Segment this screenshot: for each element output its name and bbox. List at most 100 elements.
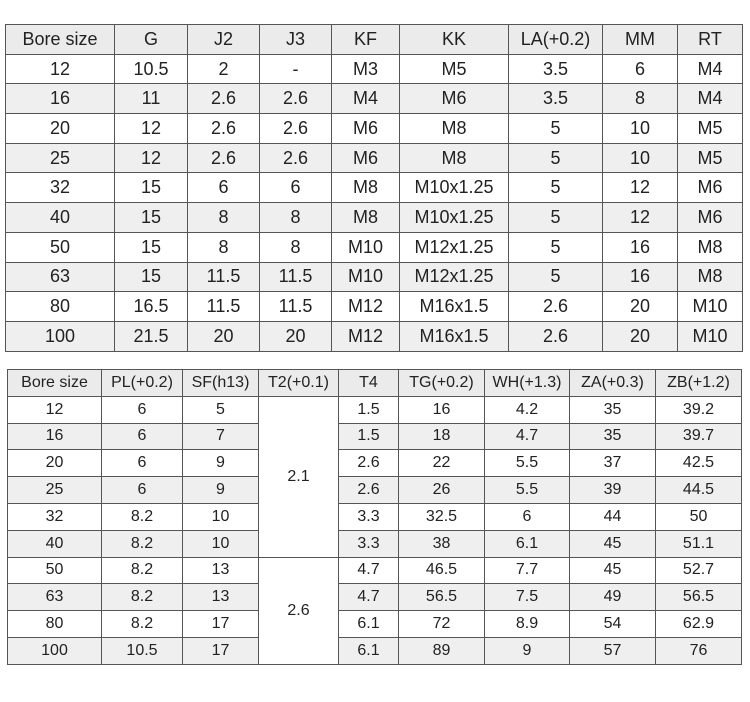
column-header: G bbox=[114, 24, 188, 55]
table-cell: 2.6 bbox=[338, 449, 399, 478]
table-cell: 2.6 bbox=[187, 113, 260, 144]
table-cell: 52.7 bbox=[655, 556, 742, 585]
table-cell: 8.2 bbox=[101, 529, 183, 558]
table-cell: M5 bbox=[399, 53, 509, 85]
table-cell: 44 bbox=[569, 502, 656, 531]
table-row: 25 6 9 2.6 26 5.5 39 44.5 bbox=[7, 476, 742, 504]
table-cell: M8 bbox=[677, 261, 743, 293]
table-cell: 4.2 bbox=[484, 395, 570, 424]
table-cell: 39.2 bbox=[655, 395, 742, 424]
table-cell: 20 bbox=[187, 320, 260, 352]
table-cell: 2.6 bbox=[187, 83, 260, 115]
table-cell: 6 bbox=[187, 172, 260, 204]
table-cell: 51.1 bbox=[655, 529, 742, 558]
column-header: TG(+0.2) bbox=[398, 369, 485, 397]
table-cell: 32 bbox=[5, 172, 115, 204]
table-cell: 35 bbox=[569, 395, 656, 424]
table-cell: - bbox=[259, 53, 332, 85]
table-cell: 6 bbox=[101, 422, 183, 451]
table-cell: M6 bbox=[677, 202, 743, 233]
table-cell: 49 bbox=[569, 583, 656, 612]
table-cell: 8 bbox=[259, 202, 332, 233]
table-cell: 2.6 bbox=[259, 142, 332, 174]
column-header: ZB(+1.2) bbox=[655, 369, 742, 397]
table-cell: 6 bbox=[101, 449, 183, 478]
table-row: 50 8.2 13 2.6 4.7 46.5 7.7 45 52.7 bbox=[7, 556, 742, 665]
table-cell: 100 bbox=[7, 636, 102, 665]
table-cell: 9 bbox=[182, 449, 259, 478]
table-cell: M16x1.5 bbox=[399, 320, 509, 352]
table-cell: 37 bbox=[569, 449, 656, 478]
table-cell: 12 bbox=[602, 202, 678, 233]
table-cell: 5 bbox=[508, 261, 603, 293]
table-row: 20 6 9 2.6 22 5.5 37 42.5 bbox=[7, 449, 742, 478]
table-cell: M8 bbox=[399, 142, 509, 174]
table-cell: M8 bbox=[677, 231, 743, 263]
table-cell: 20 bbox=[5, 113, 115, 144]
table-row: 100 10.5 17 6.1 89 9 57 76 bbox=[7, 636, 742, 665]
table-cell: 6.1 bbox=[484, 529, 570, 558]
table-cell: 80 bbox=[5, 291, 115, 322]
table-cell: M16x1.5 bbox=[399, 291, 509, 322]
table-cell: 35 bbox=[569, 422, 656, 451]
table-cell: 5 bbox=[508, 231, 603, 263]
table-cell: 8.2 bbox=[101, 583, 183, 612]
table-cell: 7 bbox=[182, 422, 259, 451]
table-cell: 5 bbox=[508, 172, 603, 204]
table-row: 40 15 8 8 M8 M10x1.25 5 12 M6 bbox=[5, 202, 743, 233]
merged-t2-cell: 2.6 bbox=[258, 556, 339, 665]
table-row: 63 15 11.5 11.5 M10 M12x1.25 5 16 M8 bbox=[5, 261, 743, 293]
table-cell: 2.6 bbox=[508, 320, 603, 352]
table-cell: 13 bbox=[182, 556, 259, 585]
table-cell: 16 bbox=[7, 422, 102, 451]
table-cell: 15 bbox=[114, 261, 188, 293]
table-cell: 76 bbox=[655, 636, 742, 665]
table-cell: 50 bbox=[655, 502, 742, 531]
table-cell: 2.6 bbox=[187, 142, 260, 174]
table-cell: 16 bbox=[602, 261, 678, 293]
table-cell: 3.5 bbox=[508, 83, 603, 115]
table-cell: 8.9 bbox=[484, 610, 570, 638]
table-cell: M8 bbox=[331, 172, 400, 204]
table-cell: 46.5 bbox=[398, 556, 485, 585]
table-cell: 50 bbox=[7, 556, 102, 585]
table-cell: 15 bbox=[114, 172, 188, 204]
table-row: 20 12 2.6 2.6 M6 M8 5 10 M5 bbox=[5, 113, 743, 144]
table-row: 32 8.2 10 3.3 32.5 6 44 50 bbox=[7, 502, 742, 531]
table-cell: 5 bbox=[508, 113, 603, 144]
table-cell: 10.5 bbox=[114, 53, 188, 85]
table-row: 32 15 6 6 M8 M10x1.25 5 12 M6 bbox=[5, 172, 743, 204]
table-cell: 8 bbox=[187, 231, 260, 263]
table-cell: 16 bbox=[602, 231, 678, 263]
table-cell: 63 bbox=[7, 583, 102, 612]
column-header: J2 bbox=[187, 24, 260, 55]
table-cell: 11.5 bbox=[259, 261, 332, 293]
column-header: MM bbox=[602, 24, 678, 55]
table-cell: M12 bbox=[331, 291, 400, 322]
table-cell: 54 bbox=[569, 610, 656, 638]
table-cell: 6 bbox=[602, 53, 678, 85]
table-cell: 12 bbox=[114, 113, 188, 144]
table-cell: 2.6 bbox=[508, 291, 603, 322]
table-cell: 12 bbox=[5, 53, 115, 85]
table-cell: 89 bbox=[398, 636, 485, 665]
table-cell: 15 bbox=[114, 231, 188, 263]
column-header: KF bbox=[331, 24, 400, 55]
table-cell: M6 bbox=[331, 142, 400, 174]
table-cell: 22 bbox=[398, 449, 485, 478]
column-header: LA(+0.2) bbox=[508, 24, 603, 55]
column-header: KK bbox=[399, 24, 509, 55]
table-cell: 32 bbox=[7, 502, 102, 531]
column-header: J3 bbox=[259, 24, 332, 55]
table-cell: 100 bbox=[5, 320, 115, 352]
table-cell: 21.5 bbox=[114, 320, 188, 352]
table-cell: 56.5 bbox=[398, 583, 485, 612]
table-cell: 18 bbox=[398, 422, 485, 451]
table-cell: 12 bbox=[602, 172, 678, 204]
table-row: 16 6 7 1.5 18 4.7 35 39.7 bbox=[7, 422, 742, 451]
table-cell: 4.7 bbox=[338, 556, 399, 585]
table-cell: M6 bbox=[331, 113, 400, 144]
table-cell: 4.7 bbox=[338, 583, 399, 612]
column-header: SF(h13) bbox=[182, 369, 259, 397]
column-header: PL(+0.2) bbox=[101, 369, 183, 397]
